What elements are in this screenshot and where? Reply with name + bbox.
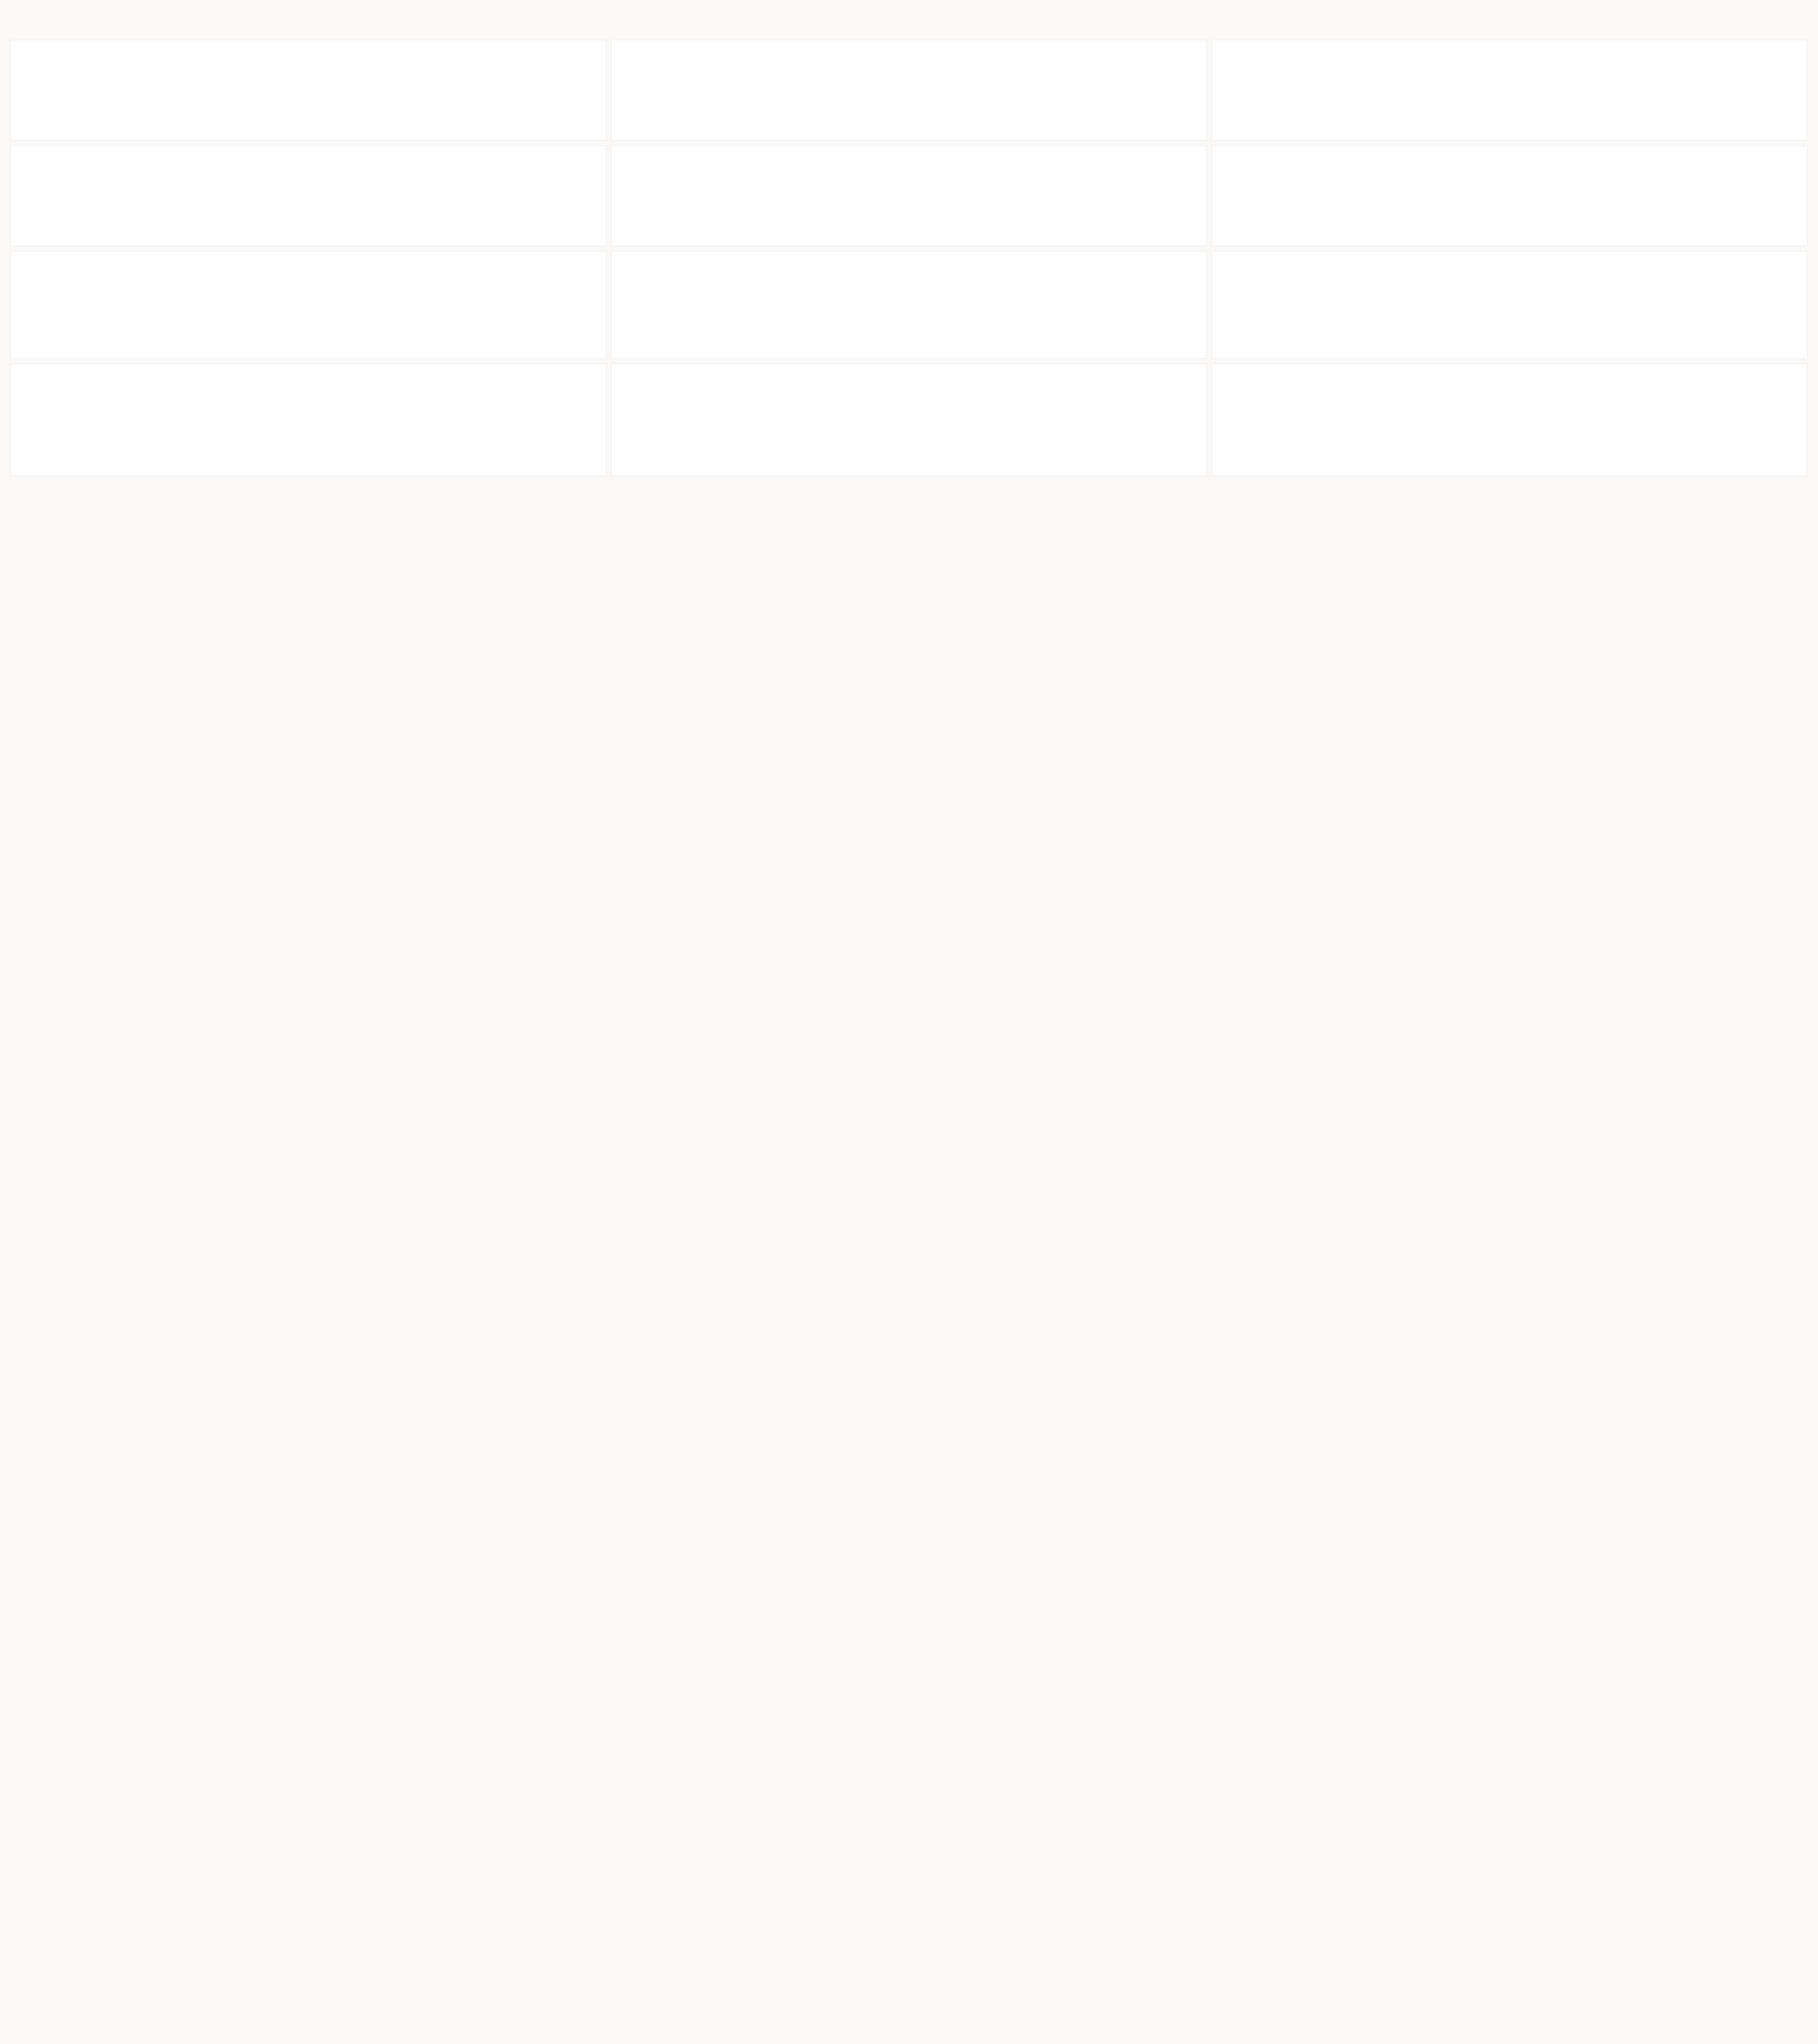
legend-active xyxy=(1229,49,1235,53)
card-lowest-csat xyxy=(611,251,1207,359)
card-csat xyxy=(10,251,606,359)
dashboard-page xyxy=(0,0,1818,500)
card-incoming-by-subject xyxy=(611,40,1207,141)
chart-svg xyxy=(617,56,1201,136)
chart-svg xyxy=(1218,373,1801,472)
legend-resolved xyxy=(617,49,624,53)
chart-svg xyxy=(17,373,600,472)
legend xyxy=(17,154,600,159)
legend-active xyxy=(27,49,34,53)
chart-svg xyxy=(17,260,600,355)
card-incoming-by-sla xyxy=(10,145,606,246)
legend-resolved xyxy=(617,373,624,377)
legend xyxy=(1218,49,1801,53)
chart-svg xyxy=(1218,56,1801,136)
chart-svg xyxy=(617,260,1201,355)
chart-svg xyxy=(1218,260,1801,355)
legend-active xyxy=(628,373,634,377)
card-case-volume-trend xyxy=(10,40,606,141)
legend xyxy=(617,373,1201,377)
chart-svg xyxy=(1218,154,1801,242)
legend-resolved xyxy=(1218,49,1224,53)
charts-row-3 xyxy=(10,251,1808,359)
card-highest-handle-time xyxy=(10,364,606,476)
card-incoming-by-priority xyxy=(1212,40,1808,141)
charts-row-2 xyxy=(10,145,1808,246)
charts-row-1 xyxy=(10,40,1808,141)
legend-active xyxy=(27,154,34,159)
legend-resolved xyxy=(17,154,23,159)
legend xyxy=(617,49,1201,53)
card-most-cases xyxy=(611,364,1207,476)
charts-row-4 xyxy=(10,364,1808,476)
card-active-by-age xyxy=(611,145,1207,246)
legend-active xyxy=(628,49,634,53)
chart-svg xyxy=(617,380,1201,467)
card-highest-csat xyxy=(1212,251,1808,359)
card-most-open xyxy=(1212,364,1808,476)
card-escalated-volume xyxy=(1212,145,1808,246)
chart-svg xyxy=(17,56,600,136)
chart-svg xyxy=(617,154,1201,242)
legend xyxy=(17,49,600,53)
chart-svg xyxy=(17,161,600,237)
legend-resolved xyxy=(17,49,23,53)
